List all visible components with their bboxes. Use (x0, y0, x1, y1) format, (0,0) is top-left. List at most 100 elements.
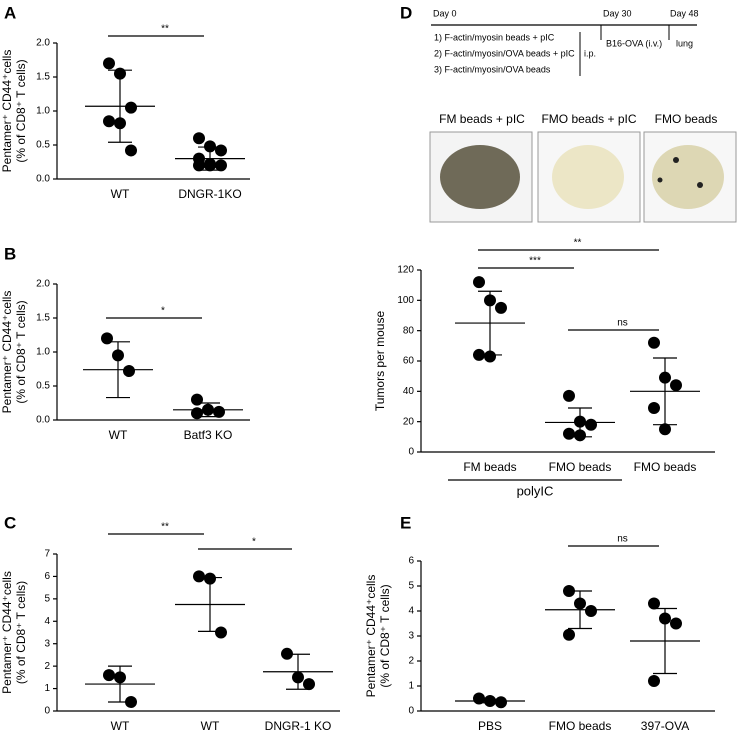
lung (552, 145, 624, 209)
readout: lung (676, 38, 693, 48)
significance-label: * (161, 306, 165, 317)
photo-label: FMO beads + pIC (541, 112, 636, 126)
x-tick-label: PBS (478, 719, 502, 733)
y-tick-label: 1 (408, 681, 414, 692)
x-tick-label: WT (111, 187, 130, 201)
treatment: 3) F-actin/myosin/OVA beads (434, 64, 551, 74)
panel-letter: A (4, 3, 16, 22)
photo-label: FM beads + pIC (439, 112, 525, 126)
y-tick-label: 120 (397, 265, 414, 276)
data-point (585, 605, 597, 617)
y-tick-label: 60 (403, 356, 415, 367)
data-point (103, 57, 115, 70)
y-tick-label: 0 (44, 706, 50, 717)
panel-letter: E (400, 513, 411, 532)
y-axis-label: (% of CD8⁺ T cells) (378, 584, 392, 687)
y-axis-label: Pentamer⁺ CD44⁺cells (0, 571, 14, 694)
data-point (473, 276, 485, 289)
data-point (670, 379, 682, 392)
chart-panel: C 0 1 2 3 4 5 6 7 Pentamer⁺ CD44⁺cells (% of CD8⁺ … (0, 513, 340, 740)
x-tick-label: Batf3 KO (184, 428, 233, 442)
x-tick-label: FMO beads (549, 460, 612, 474)
data-point (563, 427, 575, 440)
chart-panel: E 0 1 2 3 4 5 6 Pentamer⁺ CD44⁺cells (% of CD8⁺ T… (364, 513, 715, 740)
y-tick-label: 2.0 (36, 38, 50, 49)
y-tick-label: 5 (44, 593, 50, 604)
data-point (204, 140, 216, 153)
y-tick-label: 0 (408, 447, 414, 458)
data-point (215, 159, 227, 172)
data-point (123, 365, 135, 378)
y-tick-label: 1 (44, 683, 50, 694)
y-axis-label: Pentamer⁺ CD44⁺cells (0, 291, 14, 414)
significance-label: *** (529, 256, 541, 267)
y-tick-label: 6 (408, 556, 414, 567)
y-tick-label: 3 (408, 631, 414, 642)
y-axis-label: Pentamer⁺ CD44⁺cells (364, 575, 378, 698)
y-tick-label: 1.5 (36, 313, 50, 324)
data-point (648, 336, 660, 349)
x-tick-label: FMO beads (549, 719, 612, 733)
data-point (670, 617, 682, 630)
y-axis-label: (% of CD8⁺ T cells) (14, 300, 28, 403)
y-tick-label: 1.0 (36, 106, 50, 117)
panel-letter: D (400, 3, 412, 22)
data-point (215, 626, 227, 639)
photos: FM beads + pIC FMO beads + pIC FMO beads (429, 112, 737, 223)
y-tick-label: 0.0 (36, 415, 50, 426)
y-axis-label: (% of CD8⁺ T cells) (14, 59, 28, 162)
x-tick-label: WT (201, 719, 220, 733)
data-point (484, 350, 496, 363)
timeline: Day 0 Day 30 Day 48 1) F-actin/myosin be… (431, 8, 699, 76)
data-point (193, 159, 205, 172)
significance-label: ** (574, 238, 582, 249)
y-tick-label: 7 (44, 549, 50, 560)
nodule (673, 157, 679, 163)
data-point (563, 389, 575, 402)
y-tick-label: 0 (408, 706, 414, 717)
significance-label: ** (161, 24, 169, 35)
panel-letter: C (4, 513, 16, 532)
chart-panel: D 0 20 40 60 80 100 120 Tumors per mouse FM beads… (373, 3, 715, 498)
data-point (125, 101, 137, 114)
group-label: polyIC (517, 483, 554, 498)
y-tick-label: 3 (44, 638, 50, 649)
significance-label: ns (617, 318, 628, 329)
y-tick-label: 2.0 (36, 279, 50, 290)
lung (440, 145, 520, 209)
timeline-label: Day 48 (670, 8, 699, 18)
data-point (303, 678, 315, 691)
route: i.p. (584, 48, 596, 58)
data-point (193, 132, 205, 145)
y-tick-label: 4 (44, 616, 50, 627)
y-tick-label: 100 (397, 295, 414, 306)
significance-label: * (252, 537, 256, 548)
y-tick-label: 1.5 (36, 72, 50, 83)
data-point (648, 402, 660, 415)
data-point (103, 115, 115, 128)
chart-panel: B 0.0 0.5 1.0 1.5 2.0 Pentamer⁺ CD44⁺cells (% o… (0, 244, 250, 442)
x-tick-label: WT (109, 428, 128, 442)
y-axis-label: Tumors per mouse (373, 311, 387, 412)
timeline-label: Day 0 (433, 8, 457, 18)
y-tick-label: 0.5 (36, 140, 50, 151)
y-tick-label: 2 (408, 656, 414, 667)
significance-label: ** (161, 522, 169, 533)
x-tick-label: FMO beads (634, 460, 697, 474)
y-tick-label: 6 (44, 571, 50, 582)
y-tick-label: 5 (408, 581, 414, 592)
data-point (563, 628, 575, 641)
data-point (191, 407, 203, 420)
timeline-label: Day 30 (603, 8, 632, 18)
y-axis-label: Pentamer⁺ CD44⁺cells (0, 50, 14, 173)
treatment: 1) F-actin/myosin beads + pIC (434, 32, 555, 42)
x-tick-label: WT (111, 719, 130, 733)
data-point (103, 669, 115, 682)
x-tick-label: 397-OVA (641, 719, 689, 733)
y-tick-label: 4 (408, 606, 414, 617)
data-point (215, 144, 227, 157)
y-tick-label: 0.0 (36, 174, 50, 185)
data-point (659, 423, 671, 436)
data-point (585, 418, 597, 431)
y-tick-label: 40 (403, 386, 415, 397)
